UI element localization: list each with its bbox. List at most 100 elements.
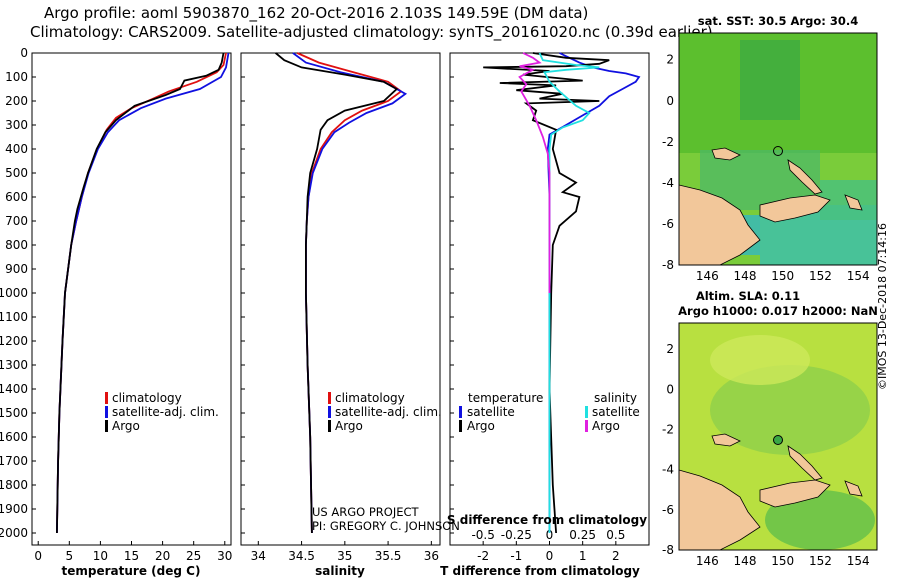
y-tick-label: 1600 — [0, 430, 28, 444]
top-x-tick-label: -0.25 — [501, 528, 532, 542]
map-x-tick-label: 152 — [809, 554, 832, 568]
map-y-tick-label: -8 — [662, 543, 674, 557]
map-y-tick-label: -6 — [662, 217, 674, 231]
sst-map — [678, 32, 878, 266]
top-x-tick-label: 0 — [546, 528, 554, 542]
map-x-tick-label: 150 — [771, 269, 794, 283]
credit-line2: PI: GREGORY C. JOHNSON — [312, 519, 460, 533]
series-line-temperature-climatology — [56, 52, 227, 534]
legend-label-satellite: satellite-adj. clim. — [335, 405, 442, 419]
legend-label-t-argo: Argo — [467, 419, 495, 433]
map-y-tick-label: -4 — [662, 176, 674, 190]
x-tick-label: 34.5 — [288, 549, 315, 563]
legend-label-satellite: satellite-adj. clim. — [112, 405, 219, 419]
chart-title-line1: Argo profile: aoml 5903870_162 20-Oct-20… — [44, 4, 589, 22]
x-tick-label: 20 — [155, 549, 170, 563]
map-y-tick-label: 2 — [666, 53, 674, 67]
map-y-tick-label: -2 — [662, 135, 674, 149]
difference-top-xlabel: S difference from climatology — [447, 513, 647, 527]
y-tick-label: 1400 — [0, 382, 28, 396]
legend-label-s-satellite: satellite — [592, 405, 640, 419]
y-tick-label: 1800 — [0, 478, 28, 492]
timestamp-stamp: ©IMOS 13-Dec-2018 07:14:16 — [876, 223, 889, 390]
map-y-tick-label: -2 — [662, 422, 674, 436]
difference-legend-salinity: salinity satellite Argo — [585, 391, 640, 433]
legend-swatch-satellite — [105, 406, 108, 418]
temperature-panel-frame — [31, 52, 232, 546]
legend-label-argo: Argo — [335, 419, 363, 433]
y-tick-label: 300 — [5, 118, 28, 132]
map-y-tick-label: -6 — [662, 503, 674, 517]
x-tick-label: 0 — [34, 549, 42, 563]
sst-map-title: sat. SST: 30.5 Argo: 30.4 — [698, 14, 858, 28]
map-y-tick-label: 2 — [666, 342, 674, 356]
legend-title-temperature: temperature — [468, 391, 543, 405]
map-x-tick-label: 148 — [734, 554, 757, 568]
map-y-tick-label: -4 — [662, 463, 674, 477]
salinity-legend: climatology satellite-adj. clim. Argo — [328, 391, 442, 433]
map-x-tick-label: 150 — [771, 554, 794, 568]
land-peninsula — [759, 479, 831, 508]
x-tick-label: 0 — [546, 549, 554, 563]
x-tick-label: 2 — [612, 549, 620, 563]
top-x-tick-label: -0.5 — [471, 528, 494, 542]
legend-label-s-argo: Argo — [592, 419, 620, 433]
y-tick-label: 100 — [5, 70, 28, 84]
x-tick-label: -2 — [477, 549, 489, 563]
land-peninsula — [759, 194, 831, 223]
legend-swatch-argo — [328, 420, 331, 432]
x-tick-label: 34 — [251, 549, 266, 563]
y-tick-label: 1100 — [0, 310, 28, 324]
map-x-tick-label: 146 — [696, 554, 719, 568]
salinity-xlabel: salinity — [315, 564, 365, 578]
argo-location-marker — [773, 435, 783, 445]
x-tick-label: 25 — [186, 549, 201, 563]
legend-swatch-climatology — [105, 392, 108, 404]
map-x-tick-label: 154 — [847, 554, 870, 568]
y-tick-label: 1900 — [0, 502, 28, 516]
y-tick-label: 2000 — [0, 526, 28, 540]
y-tick-label: 1300 — [0, 358, 28, 372]
legend-swatch-argo — [105, 420, 108, 432]
x-tick-label: 35 — [337, 549, 352, 563]
temperature-axes: 0 5 10 15 20 25 300100200300400500600700800900… — [0, 46, 232, 563]
sst-map-ticks: 146 148 150 152 154 2 0 -2 -4 -6 -8 — [662, 53, 870, 283]
top-x-tick-label: 0.5 — [606, 528, 625, 542]
argo-location-marker — [773, 146, 783, 156]
credit-line1: US ARGO PROJECT — [312, 505, 420, 519]
map-x-tick-label: 146 — [696, 269, 719, 283]
map-x-tick-label: 148 — [734, 269, 757, 283]
y-tick-label: 800 — [5, 238, 28, 252]
series-line-difference-T-Argo — [483, 52, 610, 534]
series-line-salinity-climatology — [296, 52, 403, 534]
sla-map — [678, 322, 878, 551]
x-tick-label: 1 — [579, 549, 587, 563]
legend-label-climatology: climatology — [112, 391, 182, 405]
y-tick-label: 0 — [20, 46, 28, 60]
sla-map-title2: Argo h1000: 0.017 h2000: NaN — [678, 304, 878, 318]
difference-axes: -2 -1 0 1 2 -0.5 -0.25 0 0.25 0.5 — [450, 52, 625, 563]
salinity-axes: 34 34.5 35 35.5 36 — [241, 52, 439, 563]
y-tick-label: 500 — [5, 166, 28, 180]
sla-map-title1: Altim. SLA: 0.11 — [696, 289, 800, 303]
legend-label-argo: Argo — [112, 419, 140, 433]
series-line-salinity-Argo — [275, 52, 399, 534]
series-lines — [56, 52, 641, 534]
y-tick-label: 400 — [5, 142, 28, 156]
series-line-temperature-satellite-adj.-clim. — [56, 52, 230, 534]
legend-title-salinity: salinity — [594, 391, 637, 405]
legend-label-climatology: climatology — [335, 391, 405, 405]
x-tick-label: 35.5 — [375, 549, 402, 563]
legend-swatch-satellite — [328, 406, 331, 418]
land-islands — [711, 433, 863, 497]
y-tick-label: 200 — [5, 94, 28, 108]
difference-xlabel: T difference from climatology — [440, 564, 640, 578]
series-line-temperature-Argo — [56, 52, 225, 534]
land-islands — [711, 147, 863, 211]
chart-title-line2: Climatology: CARS2009. Satellite-adjuste… — [30, 23, 713, 41]
series-line-difference-S-satellite — [538, 52, 600, 533]
legend-swatch-t-satellite — [459, 406, 462, 418]
series-line-difference-T-satellite — [546, 52, 641, 533]
series-line-difference-S-Argo — [518, 52, 551, 293]
